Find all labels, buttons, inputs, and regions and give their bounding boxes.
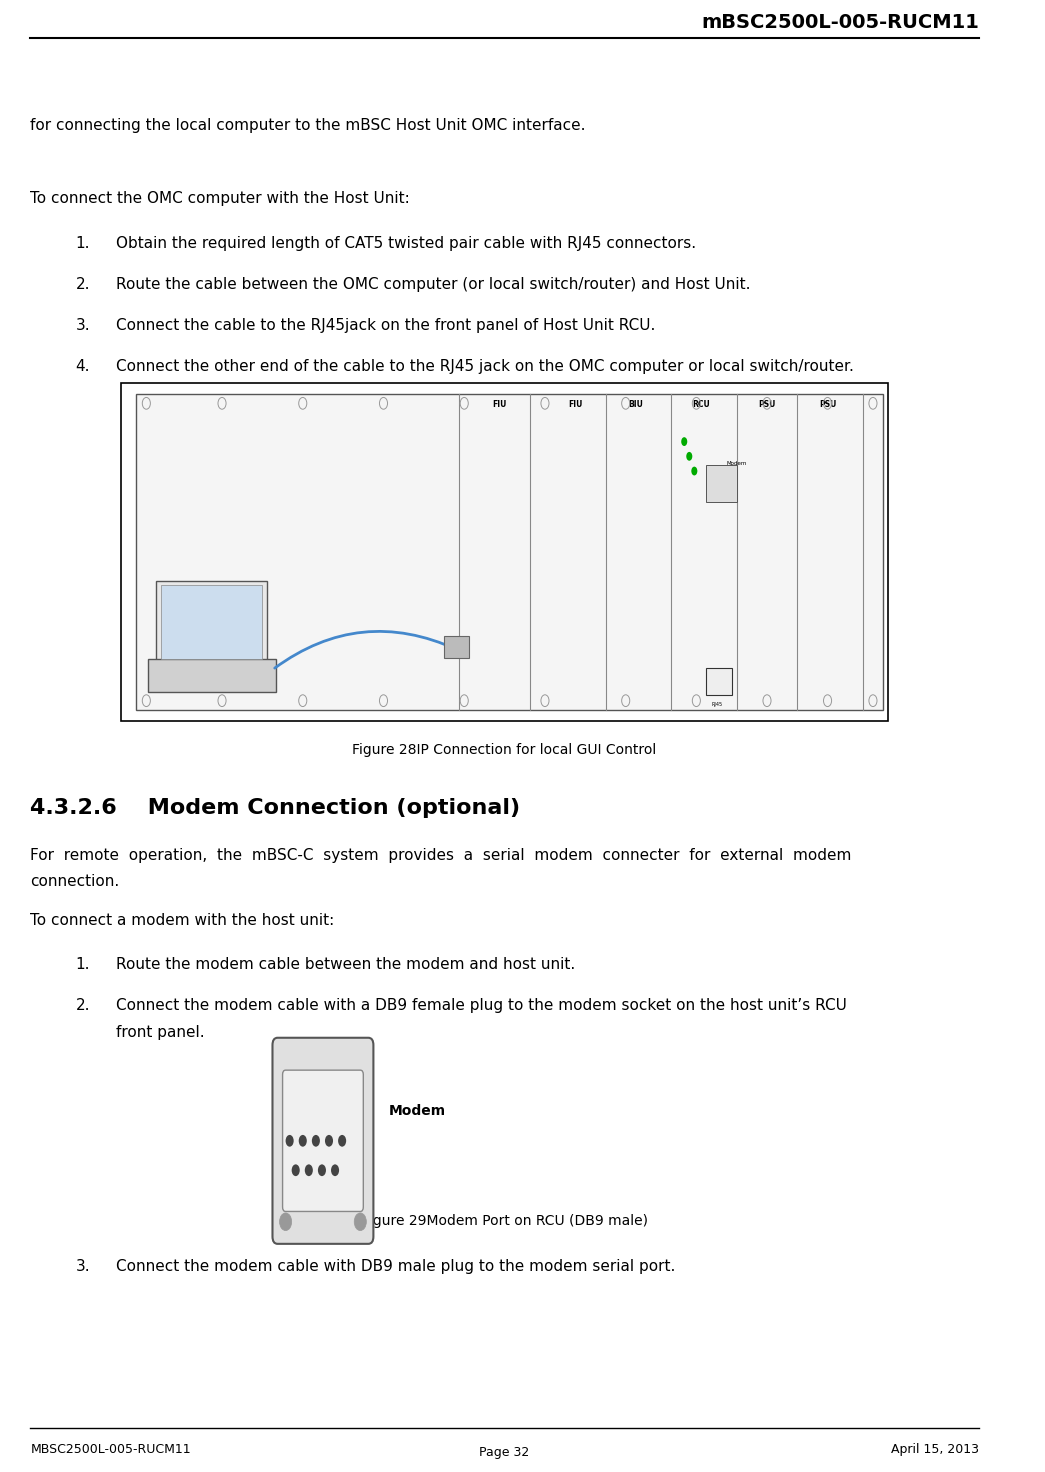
Circle shape — [339, 1135, 346, 1147]
Text: Connect the other end of the cable to the RJ45 jack on the OMC computer or local: Connect the other end of the cable to th… — [116, 359, 854, 374]
Text: 3.: 3. — [75, 318, 90, 333]
Text: Modem: Modem — [389, 1104, 445, 1119]
Text: front panel.: front panel. — [116, 1025, 205, 1039]
FancyBboxPatch shape — [162, 584, 262, 659]
Text: FIU: FIU — [568, 400, 582, 409]
FancyBboxPatch shape — [157, 581, 268, 662]
Circle shape — [292, 1164, 300, 1176]
FancyBboxPatch shape — [273, 1038, 373, 1244]
Circle shape — [331, 1164, 339, 1176]
Text: Route the cable between the OMC computer (or local switch/router) and Host Unit.: Route the cable between the OMC computer… — [116, 277, 750, 291]
Circle shape — [681, 437, 688, 446]
Circle shape — [305, 1164, 312, 1176]
FancyBboxPatch shape — [148, 659, 276, 692]
Text: RJ45: RJ45 — [712, 702, 722, 707]
FancyBboxPatch shape — [706, 668, 732, 695]
Text: mBSC2500L-005-RUCM11: mBSC2500L-005-RUCM11 — [701, 13, 979, 32]
Text: 1.: 1. — [75, 236, 90, 250]
Text: RCU: RCU — [693, 400, 711, 409]
Text: 4.: 4. — [75, 359, 90, 374]
Circle shape — [311, 1135, 320, 1147]
Text: Connect the modem cable with a DB9 female plug to the modem socket on the host u: Connect the modem cable with a DB9 femal… — [116, 998, 846, 1013]
Text: PSU: PSU — [819, 400, 836, 409]
Text: PSU: PSU — [759, 400, 775, 409]
FancyBboxPatch shape — [282, 1070, 364, 1211]
Text: 1.: 1. — [75, 957, 90, 972]
Circle shape — [692, 467, 697, 475]
Text: connection.: connection. — [30, 874, 119, 889]
Text: Connect the cable to the RJ45jack on the front panel of Host Unit RCU.: Connect the cable to the RJ45jack on the… — [116, 318, 655, 333]
Circle shape — [280, 1213, 292, 1231]
Circle shape — [325, 1135, 333, 1147]
Text: 2.: 2. — [75, 277, 90, 291]
Text: Route the modem cable between the modem and host unit.: Route the modem cable between the modem … — [116, 957, 576, 972]
FancyBboxPatch shape — [444, 636, 469, 658]
Text: 2.: 2. — [75, 998, 90, 1013]
Text: MBSC2500L-005-RUCM11: MBSC2500L-005-RUCM11 — [30, 1443, 191, 1456]
Text: Page 32: Page 32 — [480, 1446, 530, 1459]
Circle shape — [299, 1135, 307, 1147]
Text: Connect the modem cable with DB9 male plug to the modem serial port.: Connect the modem cable with DB9 male pl… — [116, 1259, 675, 1273]
Text: Figure 29Modem Port on RCU (DB9 male): Figure 29Modem Port on RCU (DB9 male) — [362, 1214, 648, 1229]
Circle shape — [318, 1164, 326, 1176]
Text: 4.3.2.6    Modem Connection (optional): 4.3.2.6 Modem Connection (optional) — [30, 798, 520, 818]
Text: To connect a modem with the host unit:: To connect a modem with the host unit: — [30, 913, 334, 927]
Text: To connect the OMC computer with the Host Unit:: To connect the OMC computer with the Hos… — [30, 191, 410, 206]
Circle shape — [285, 1135, 294, 1147]
Circle shape — [354, 1213, 367, 1231]
Text: for connecting the local computer to the mBSC Host Unit OMC interface.: for connecting the local computer to the… — [30, 118, 586, 132]
Text: Obtain the required length of CAT5 twisted pair cable with RJ45 connectors.: Obtain the required length of CAT5 twist… — [116, 236, 696, 250]
FancyBboxPatch shape — [706, 465, 737, 502]
Text: 3.: 3. — [75, 1259, 90, 1273]
Text: Modem: Modem — [726, 461, 747, 467]
FancyBboxPatch shape — [136, 394, 883, 710]
Text: FIU: FIU — [492, 400, 507, 409]
Text: Figure 28IP Connection for local GUI Control: Figure 28IP Connection for local GUI Con… — [352, 743, 656, 758]
Text: April 15, 2013: April 15, 2013 — [891, 1443, 979, 1456]
Text: BIU: BIU — [628, 400, 644, 409]
FancyBboxPatch shape — [121, 383, 888, 721]
Text: For  remote  operation,  the  mBSC-C  system  provides  a  serial  modem  connec: For remote operation, the mBSC-C system … — [30, 848, 852, 863]
Circle shape — [687, 452, 693, 461]
